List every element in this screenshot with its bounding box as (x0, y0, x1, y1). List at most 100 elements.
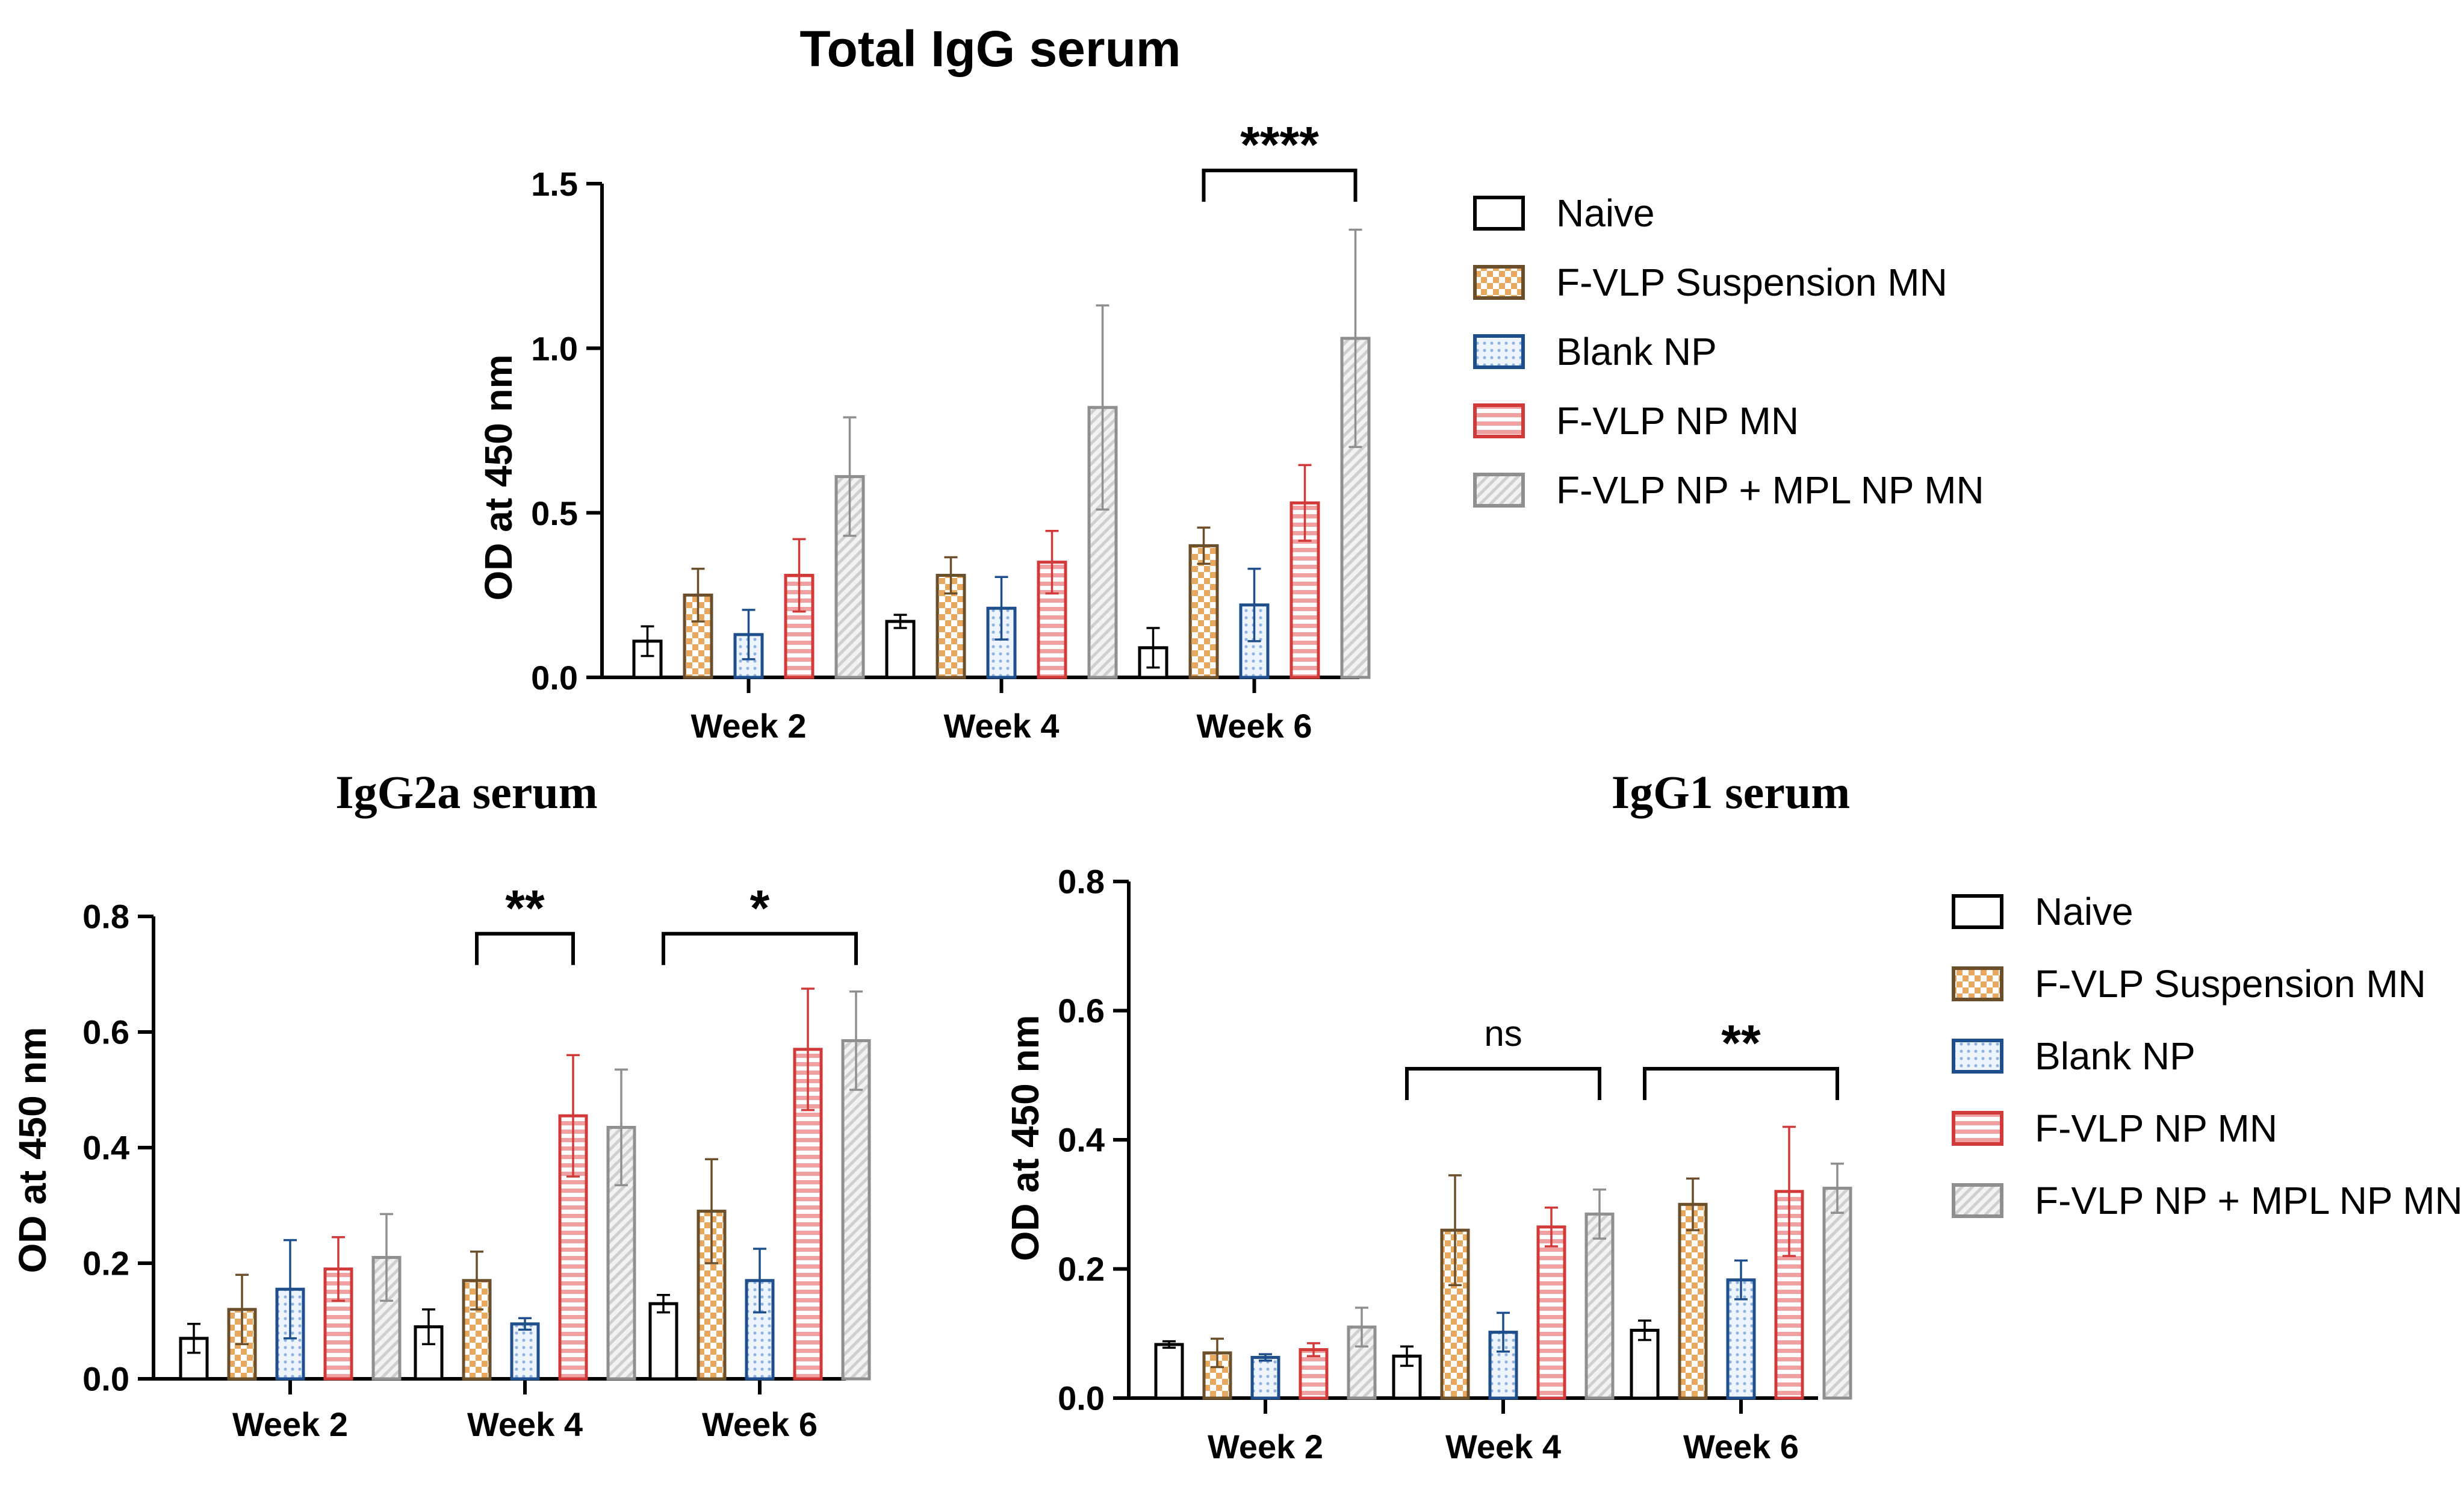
legend-swatch (1952, 894, 2003, 929)
significance-label: **** (1240, 116, 1319, 173)
legend-item: Blank NP (1473, 330, 1717, 373)
x-tick-label: Week 4 (467, 1405, 583, 1443)
legend-label: F-VLP Suspension MN (2035, 962, 2426, 1006)
y-tick-label: 0.8 (82, 897, 129, 935)
y-tick-label: 1.5 (531, 165, 578, 203)
plot-area: 0.0 0.5 1.0 1.5 Week 2 Week 4 Week 6 **** (531, 116, 1371, 745)
bar (1584, 1212, 1615, 1400)
error-bar (1593, 1188, 1606, 1240)
y-tick-label: 0.6 (1058, 992, 1105, 1030)
error-bar (1497, 1311, 1510, 1353)
error-bar (893, 614, 907, 629)
error-bar (1348, 228, 1362, 449)
error-bar (470, 1251, 483, 1311)
bar (936, 574, 966, 679)
error-bar (422, 1308, 435, 1346)
bar (841, 1039, 871, 1381)
y-tick-label: 0.0 (82, 1360, 129, 1397)
bar (1250, 1355, 1280, 1400)
error-bar (1298, 464, 1312, 542)
error-bar (849, 990, 863, 1091)
error-bar (1400, 1345, 1414, 1367)
error-bar (792, 538, 806, 613)
y-tick-label: 0.4 (1058, 1121, 1105, 1158)
significance-label: ** (505, 880, 545, 936)
error-bar (742, 609, 756, 661)
bar (1536, 1225, 1566, 1400)
chart-title: Total IgG serum (799, 20, 1181, 77)
error-bar (1096, 304, 1109, 511)
significance-bracket (475, 931, 575, 965)
bar (885, 620, 916, 679)
y-axis-label: OD at 450 nm (477, 354, 520, 600)
significance-bracket (1202, 169, 1358, 202)
y-tick-label: 0.0 (531, 659, 578, 697)
legend-swatch (1952, 1111, 2003, 1146)
bar (1678, 1202, 1708, 1400)
y-tick-label: 0.6 (82, 1013, 129, 1051)
error-bar (1734, 1259, 1748, 1301)
error-bar (657, 1294, 670, 1314)
legend-label: Blank NP (2035, 1034, 2196, 1078)
bar (1822, 1186, 1852, 1400)
legend-swatch (1473, 196, 1525, 231)
panel-igg2a: IgG2a serum OD at 450 nm 0.0 0.2 0.4 0.6 0.8… (11, 766, 871, 1443)
error-bar (1211, 1337, 1224, 1369)
legend: Naive F-VLP Suspension MN Blank NP F-VLP NP… (1473, 191, 1984, 512)
legend-swatch (1952, 1183, 2003, 1218)
bar (510, 1322, 540, 1381)
legend-item: Naive (1952, 890, 2134, 933)
error-bar (332, 1236, 345, 1302)
error-bar (380, 1213, 393, 1302)
legend-label: Blank NP (1556, 330, 1717, 373)
error-bar (691, 567, 705, 623)
bar (1188, 544, 1219, 679)
error-bar (1355, 1307, 1368, 1348)
error-bar (1307, 1342, 1320, 1358)
legend-label: Naive (1556, 191, 1655, 235)
x-tick-label: Week 2 (691, 707, 807, 745)
x-tick-label: Week 6 (1683, 1428, 1799, 1466)
error-bar (1045, 529, 1059, 595)
significance-bracket (1405, 1067, 1601, 1101)
legend-label: F-VLP NP MN (1556, 399, 1799, 443)
y-tick-label: 0.4 (82, 1128, 129, 1166)
legend-label: F-VLP Suspension MN (1556, 261, 1947, 304)
y-tick-label: 1.0 (531, 329, 578, 367)
bar (1154, 1343, 1184, 1400)
error-bar (284, 1239, 297, 1340)
error-bar (1247, 567, 1261, 642)
y-tick-label: 0.8 (1058, 862, 1105, 900)
chart-title: IgG1 serum (1612, 766, 1850, 818)
legend-swatch (1473, 265, 1525, 300)
bar (1630, 1328, 1660, 1400)
legend-item: F-VLP Suspension MN (1952, 962, 2426, 1006)
significance-label: ns (1484, 1013, 1522, 1054)
legend-swatch (1473, 334, 1525, 369)
legend-item: F-VLP NP + MPL NP MN (1952, 1179, 2463, 1222)
legend-swatch (1473, 473, 1525, 508)
error-bar (235, 1273, 249, 1346)
legend-item: F-VLP Suspension MN (1473, 261, 1947, 304)
legend-label: F-VLP NP + MPL NP MN (1556, 468, 1984, 512)
error-bar (995, 576, 1008, 641)
x-tick-label: Week 4 (1445, 1428, 1561, 1466)
y-tick-label: 0.0 (1058, 1379, 1105, 1417)
y-axis-label: OD at 450 nm (1004, 1015, 1047, 1261)
error-bar (1146, 627, 1160, 669)
legend-label: F-VLP NP MN (2035, 1107, 2277, 1150)
x-tick-label: Week 4 (944, 707, 1060, 745)
y-axis-label: OD at 450 nm (11, 1027, 54, 1273)
error-bar (801, 987, 815, 1111)
error-bar (944, 556, 958, 595)
error-bar (1783, 1125, 1796, 1257)
error-bar (753, 1248, 766, 1314)
y-tick-label: 0.2 (1058, 1250, 1105, 1288)
error-bar (1831, 1162, 1844, 1214)
bar (323, 1267, 353, 1381)
significance-bracket (662, 931, 858, 965)
legend-item: F-VLP NP MN (1952, 1107, 2277, 1150)
error-bar (1259, 1353, 1272, 1362)
significance-bracket (1643, 1067, 1839, 1101)
